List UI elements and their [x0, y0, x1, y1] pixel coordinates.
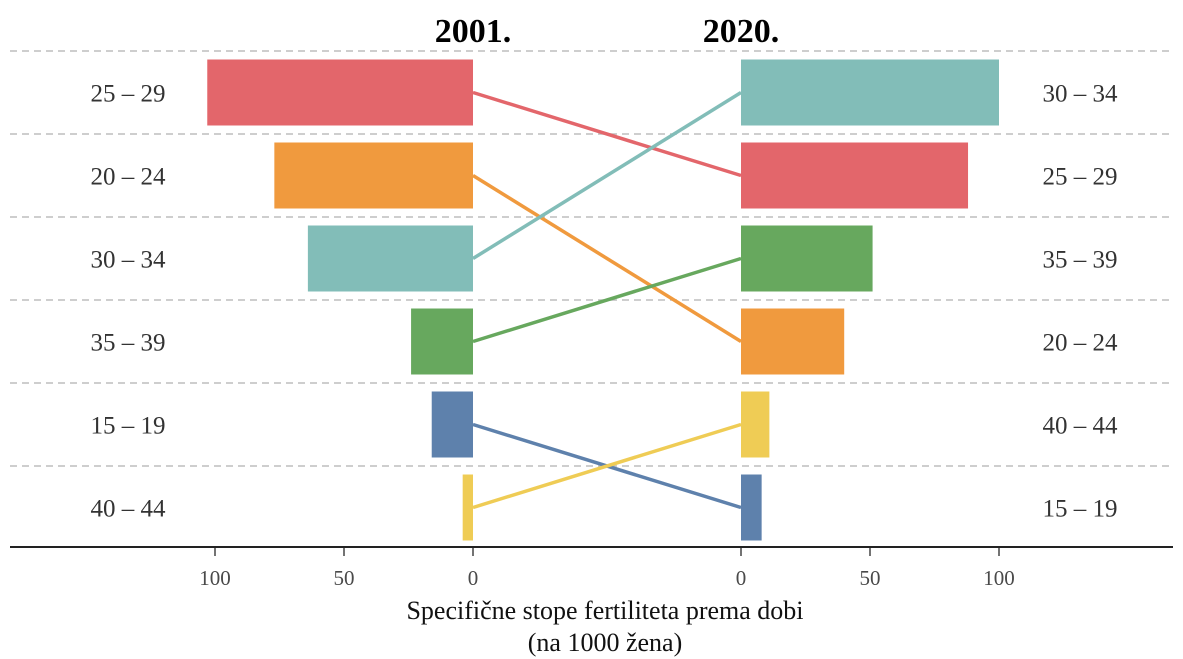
x-tick-label: 50 [860, 566, 881, 590]
age-label-2020: 15 – 19 [1043, 496, 1118, 523]
age-label-2001: 15 – 19 [91, 413, 166, 440]
bar-2020 [741, 391, 770, 458]
age-label-2020: 25 – 29 [1043, 164, 1118, 191]
age-label-2001: 20 – 24 [91, 164, 167, 191]
age-label-2020: 20 – 24 [1043, 330, 1119, 357]
age-label-2001: 40 – 44 [91, 496, 167, 523]
title-2001: 2001. [435, 13, 512, 50]
bar-2001 [207, 59, 473, 126]
age-label-2020: 30 – 34 [1043, 81, 1119, 108]
connector-line [472, 256, 742, 344]
x-tick-label: 0 [736, 566, 747, 590]
title-2020: 2020. [703, 13, 780, 50]
bar-2001 [274, 142, 473, 209]
bar-2001 [431, 391, 473, 458]
grid-lines [10, 50, 1173, 467]
x-tick-label: 100 [983, 566, 1015, 590]
age-label-2001: 35 – 39 [91, 330, 166, 357]
x-tick-label: 100 [199, 566, 231, 590]
x-axis-label-line2: (na 1000 žena) [528, 628, 682, 657]
age-label-2020: 40 – 44 [1043, 413, 1119, 440]
age-label-2020: 35 – 39 [1043, 247, 1118, 274]
bar-2001 [411, 308, 473, 375]
x-tick-label: 50 [334, 566, 355, 590]
bar-2020 [741, 474, 762, 541]
connector-line [472, 422, 742, 510]
x-tick-label: 0 [468, 566, 479, 590]
connector-line [472, 91, 742, 260]
age-label-2001: 30 – 34 [91, 247, 167, 274]
bar-2020 [741, 225, 873, 292]
bar-2001 [307, 225, 473, 292]
connector-line [472, 174, 742, 343]
bar-2001 [462, 474, 473, 541]
bar-2020 [741, 142, 969, 209]
connector-line [472, 90, 742, 178]
bar-2020 [741, 308, 845, 375]
bar-2020 [741, 59, 999, 126]
bars [207, 59, 999, 541]
age-labels: 25 – 29 20 – 24 30 – 34 35 – 39 15 – 19 40 – … [91, 81, 1119, 523]
x-ticks: 100 50 0 0 50 100 [199, 548, 1015, 590]
rank-connectors [472, 90, 742, 510]
x-axis-label-line1: Specifične stope fertiliteta prema dobi [406, 596, 803, 625]
age-label-2001: 25 – 29 [91, 81, 166, 108]
